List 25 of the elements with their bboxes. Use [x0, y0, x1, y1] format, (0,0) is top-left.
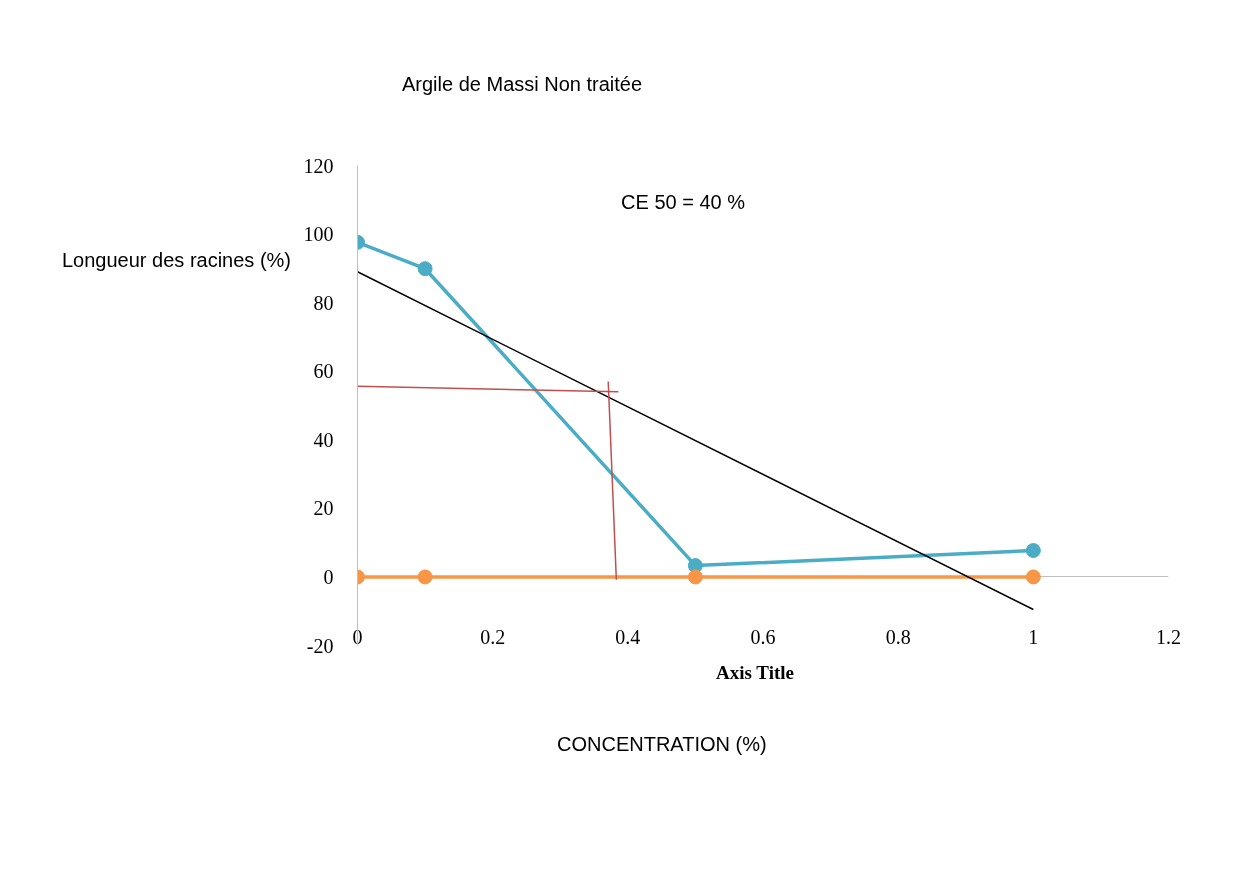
chart-title: Argile de Massi Non traitée [402, 72, 643, 97]
point [417, 569, 433, 585]
x-tick-label: 1 [1028, 625, 1039, 648]
point [1025, 543, 1041, 559]
x-tick-label: 0.6 [750, 625, 776, 648]
y-tick-label: 0 [323, 565, 334, 588]
point [687, 569, 703, 585]
x-tick-label: 0 [352, 625, 363, 648]
y-tick-label: 60 [313, 360, 334, 383]
point [417, 261, 433, 277]
text: CONCENTRATION (%) [557, 732, 767, 757]
y-tick-label: 20 [313, 497, 334, 520]
y-tick-label: 100 [303, 223, 334, 246]
y-tick-label: 40 [313, 428, 334, 451]
x-axis-title: Axis Title [716, 661, 794, 685]
y-tick-label: 80 [313, 291, 334, 314]
y-axis-title: Longueur des racines (%) [62, 248, 292, 273]
y-tick-label: 120 [303, 154, 334, 177]
x-tick-label: 0.8 [885, 625, 911, 648]
x-tick-label: 0.2 [480, 625, 506, 648]
annotation: CE 50 = 40 % [621, 190, 746, 213]
y-tick-label: -20 [306, 634, 334, 657]
x-tick-label: 1.2 [1156, 625, 1181, 648]
x-tick-label: 0.4 [615, 625, 641, 648]
point [1025, 569, 1041, 585]
